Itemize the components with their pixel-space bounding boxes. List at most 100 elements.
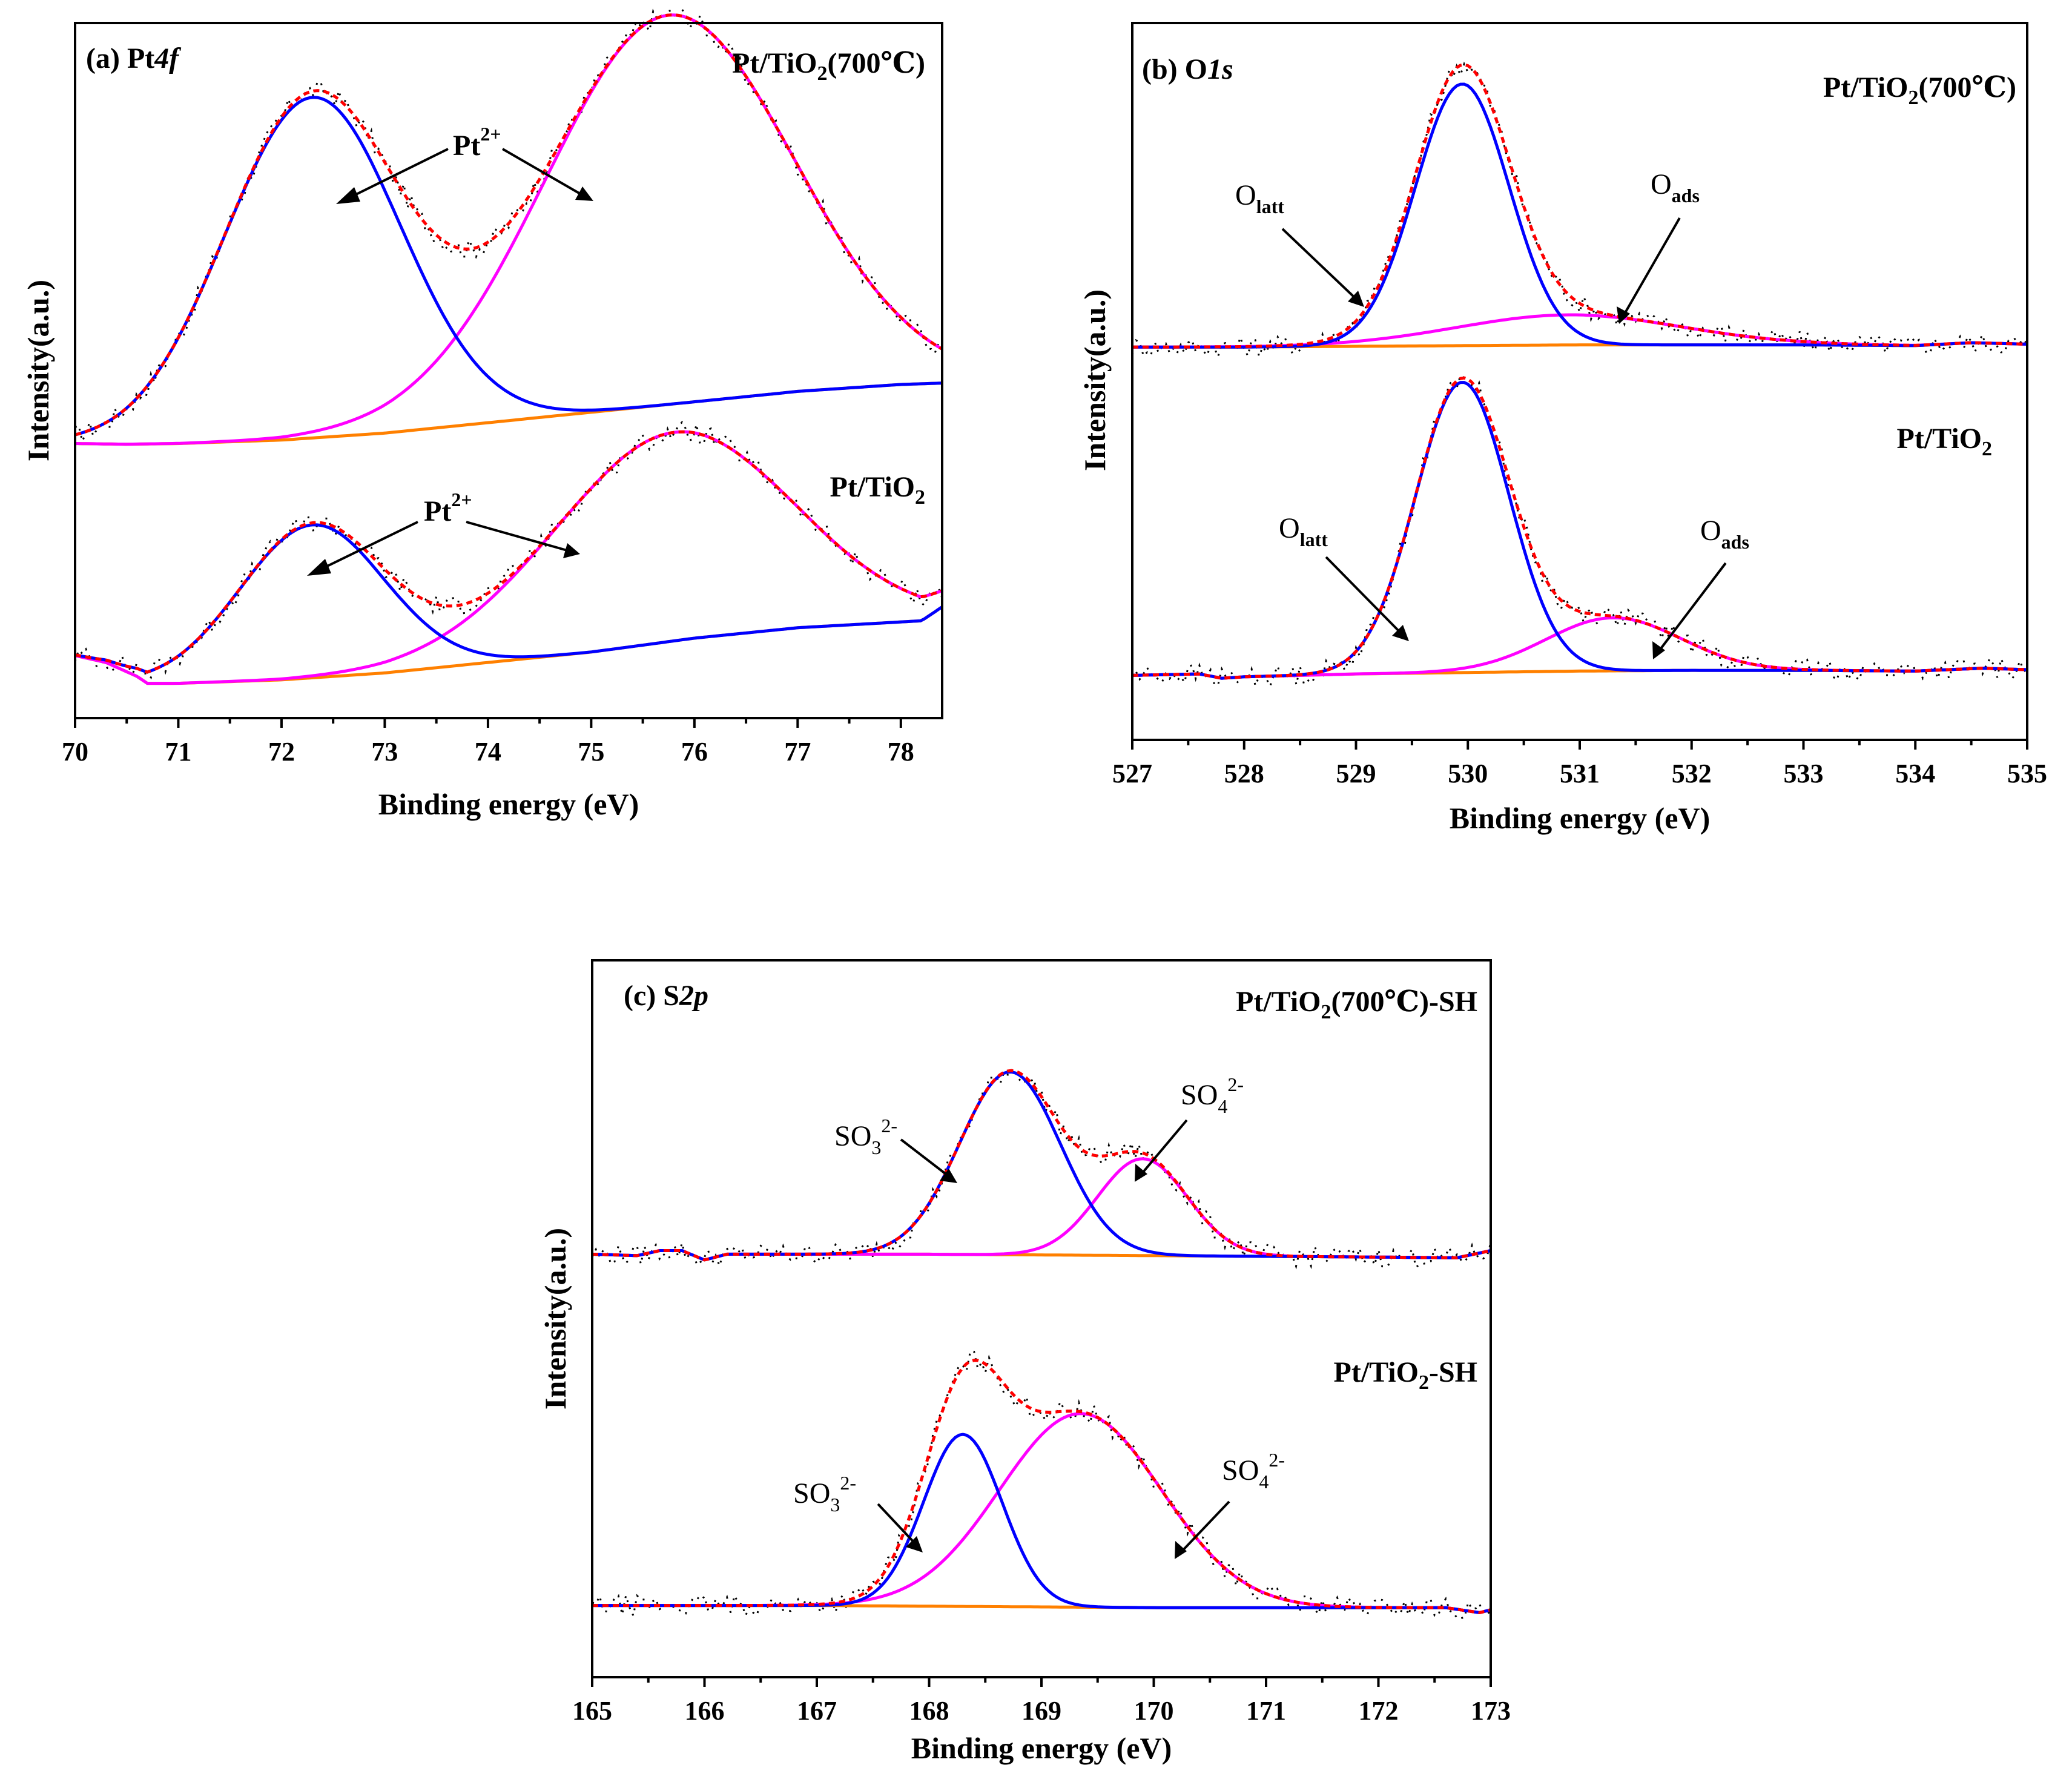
x-tick-label: 170	[1134, 1696, 1174, 1726]
x-tick-label: 71	[165, 737, 191, 767]
peak-2-fit-line	[1132, 313, 2028, 349]
panel-c-plot-area	[591, 1067, 1492, 1620]
raw-data-line	[74, 420, 943, 679]
raw-data-line	[591, 1067, 1492, 1270]
trace-bottom	[74, 420, 943, 685]
panel-c-x-axis-title: Binding energy (eV)	[911, 1731, 1172, 1765]
arrow-line	[900, 1138, 949, 1177]
x-tick-label: 167	[797, 1696, 837, 1726]
peak-1-fit-line	[1132, 381, 2028, 680]
x-tick-label: 72	[268, 737, 295, 767]
envelope-fit-line	[74, 430, 943, 674]
envelope-fit-line	[1132, 376, 2028, 680]
x-tick-label: 165	[572, 1696, 612, 1726]
panel-a-frame	[74, 22, 943, 719]
x-tick-label: 76	[681, 737, 708, 767]
arrowhead	[1135, 1164, 1147, 1182]
panel-c-sample-label-top: Pt/TiO2(700℃)-SH	[1236, 986, 1477, 1023]
trace-bottom	[1131, 374, 2028, 689]
panel-b-ticks: 527 528 529 530 531 532 533 534 535	[1112, 740, 2047, 788]
arrowhead	[563, 543, 580, 558]
peak-1-fit-line	[74, 96, 943, 437]
envelope-fit-line	[1132, 63, 2028, 349]
x-tick-label: 529	[1336, 759, 1376, 788]
panel-c-frame	[591, 959, 1492, 1678]
x-tick-label: 531	[1560, 759, 1600, 788]
x-tick-label: 173	[1471, 1696, 1511, 1726]
panel-a-pt2plus-label-top: Pt2+	[453, 123, 501, 162]
panel-a-pt2plus-label-bottom: Pt2+	[424, 489, 472, 527]
x-tick-label: 168	[909, 1696, 949, 1726]
envelope-fit-line	[592, 1069, 1491, 1262]
panel-c-so3-label-bottom: SO32-	[793, 1472, 856, 1516]
raw-data-line	[74, 8, 943, 444]
panel-b-oads-label-bottom: Oads	[1700, 515, 1749, 553]
panel-c-so4-label-bottom: SO42-	[1222, 1449, 1285, 1493]
panel-b-frame	[1131, 22, 2028, 741]
panel-a-title: (a) Pt4f	[86, 42, 181, 74]
peak-1-fit-line	[74, 523, 943, 674]
raw-data-line	[1131, 374, 2028, 689]
panel-b-o1s: 527 528 529 530 531 532 533 534 535 (b) O1s Pt/T…	[1078, 22, 2047, 835]
panel-b-olatt-label-top: Olatt	[1235, 179, 1284, 217]
envelope-fit-line	[74, 13, 943, 437]
arrow-line	[315, 521, 418, 573]
arrowhead	[1348, 291, 1364, 307]
arrow-line	[345, 148, 449, 201]
x-tick-label: 535	[2007, 759, 2047, 788]
arrow-line	[1658, 562, 1727, 652]
x-tick-label: 533	[1784, 759, 1824, 788]
trace-top	[1131, 61, 2028, 360]
x-tick-label: 166	[685, 1696, 725, 1726]
panel-c-annotation-arrows	[877, 1119, 1230, 1559]
arrowhead	[575, 186, 593, 201]
arrow-line	[466, 521, 570, 552]
panel-c-sample-label-bottom: Pt/TiO2-SH	[1334, 1356, 1477, 1394]
arrow-line	[1281, 228, 1358, 300]
x-tick-label: 530	[1448, 759, 1488, 788]
trace-top	[74, 8, 943, 446]
peak-2-fit-line	[74, 430, 943, 685]
panel-a-sample-label-bottom: Pt/TiO2	[830, 471, 925, 509]
panel-a-y-axis-title: Intensity(a.u.)	[21, 280, 55, 461]
arrowhead	[1392, 625, 1409, 641]
arrowhead	[336, 187, 360, 204]
x-tick-label: 172	[1359, 1696, 1399, 1726]
panel-b-sample-label-top: Pt/TiO2(700℃)	[1823, 71, 2016, 109]
x-tick-label: 527	[1112, 759, 1152, 788]
envelope-fit-line	[592, 1359, 1491, 1614]
panel-c-so3-label-top: SO32-	[834, 1115, 897, 1158]
panel-b-sample-label-bottom: Pt/TiO2	[1897, 423, 1992, 460]
arrow-line	[1141, 1119, 1188, 1175]
arrowhead	[1617, 306, 1630, 324]
panel-a-x-axis-title: Binding energy (eV)	[378, 787, 639, 821]
panel-a-ticks: 70 71 72 73 74 75 76 77 78	[62, 718, 914, 767]
trace-bottom	[592, 1350, 1492, 1620]
panel-a-annotation-arrows	[307, 148, 593, 576]
peak-1-fit-line	[592, 1070, 1491, 1262]
arrowhead	[1175, 1541, 1187, 1559]
arrow-line	[877, 1503, 917, 1545]
x-tick-label: 171	[1246, 1696, 1286, 1726]
arrowhead	[307, 559, 331, 576]
x-tick-label: 528	[1224, 759, 1264, 788]
peak-2-fit-line	[592, 1157, 1491, 1262]
peak-2-fit-line	[74, 13, 943, 446]
panel-b-y-axis-title: Intensity(a.u.)	[1078, 289, 1112, 471]
panel-c-title: (c) S2p	[624, 980, 708, 1012]
panel-b-title: (b) O1s	[1142, 53, 1233, 85]
x-tick-label: 532	[1672, 759, 1712, 788]
x-tick-label: 74	[475, 737, 501, 767]
x-tick-label: 78	[888, 737, 914, 767]
panel-c-so4-label-top: SO42-	[1181, 1074, 1244, 1117]
x-tick-label: 73	[371, 737, 398, 767]
arrow-line	[1623, 217, 1681, 315]
x-tick-label: 169	[1021, 1696, 1061, 1726]
arrow-line	[501, 148, 586, 197]
panel-b-annotation-arrows	[1281, 217, 1727, 659]
baseline-line	[74, 605, 943, 685]
trace-top	[591, 1067, 1492, 1270]
panel-c-y-axis-title: Intensity(a.u.)	[538, 1228, 572, 1410]
x-tick-label: 77	[784, 737, 811, 767]
panel-c-ticks: 165 166 167 168 169 170 171 172 173	[572, 1677, 1511, 1726]
